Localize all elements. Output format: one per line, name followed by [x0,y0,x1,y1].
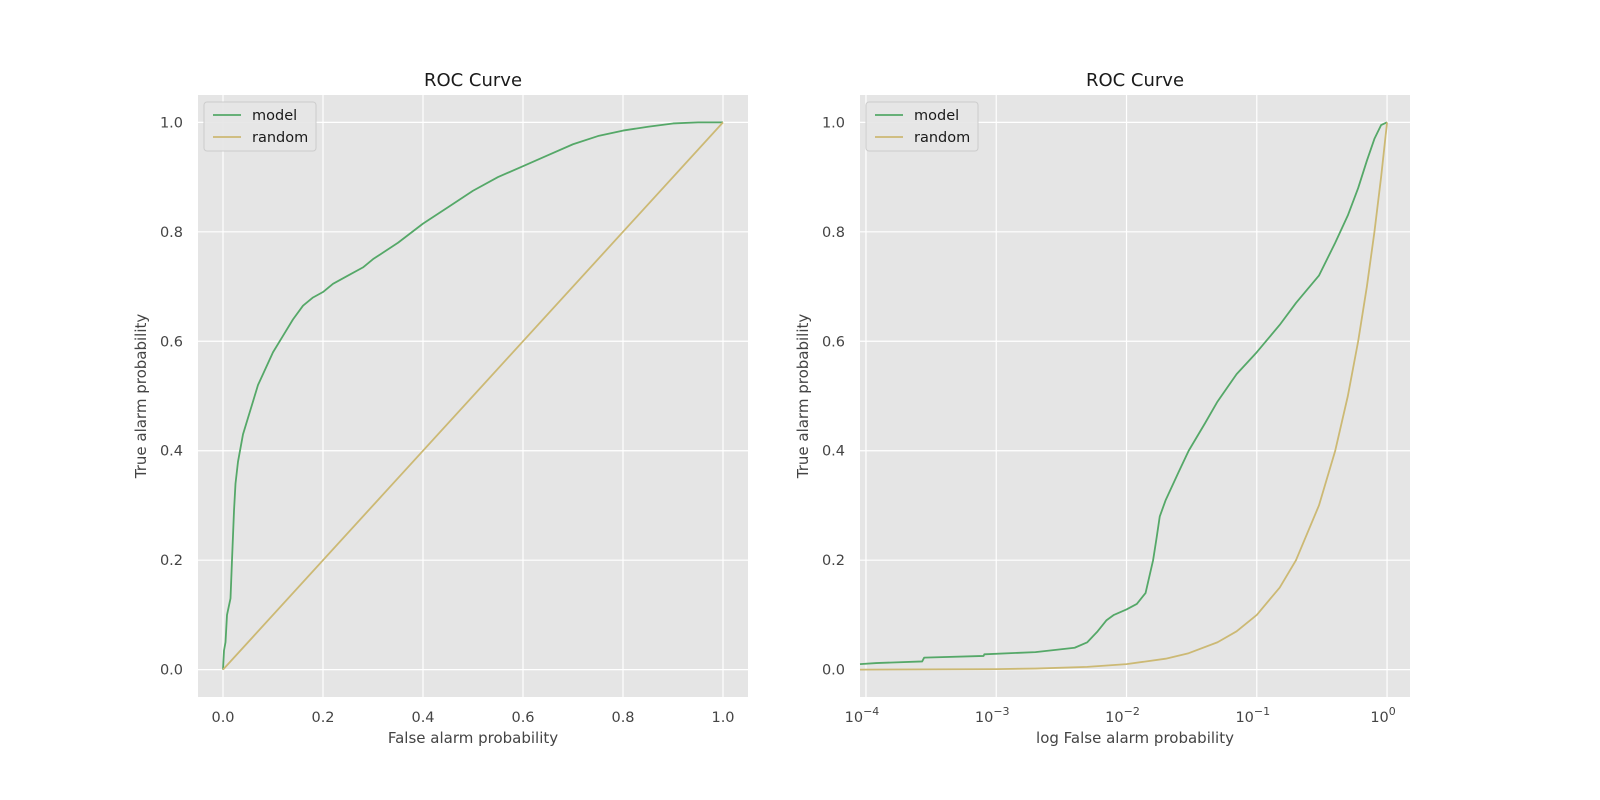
legend-label-random: random [252,130,308,146]
y-tick-label: 0.8 [822,225,845,241]
x-tick-label: 10−1 [1235,705,1270,726]
x-tick-label: 10−2 [1105,705,1140,726]
chart-title: ROC Curve [1086,70,1184,91]
legend-label-model: model [914,108,959,124]
y-tick-label: 0.6 [160,334,183,350]
legend: model random [865,101,979,152]
roc-panel-log: 10−4 10−3 10−2 10−1 100 0.0 0.2 0.4 0.6 0.8 1.0 ROC… [794,70,1410,747]
y-tick-label: 0.0 [822,663,845,679]
x-tick-label: 0.0 [211,710,234,726]
roc-panel-linear: 0.0 0.2 0.4 0.6 0.8 1.0 0.0 0.2 0.4 0.6 0.8 1.0 ROC … [132,70,748,747]
series-line-random [859,122,1388,671]
series-line-model [859,121,1388,666]
y-tick-label: 1.0 [822,115,845,131]
x-tick-label: 0.2 [311,710,334,726]
y-axis-label: True alarm probability [132,314,150,480]
y-tick-label: 0.4 [160,444,183,460]
y-tick-label: 0.6 [822,334,845,350]
y-axis-label: True alarm probability [794,314,812,480]
series-line-model [222,121,723,670]
x-tick-label: 0.8 [611,710,634,726]
x-tick-label: 10−4 [845,705,880,726]
y-tick-label: 1.0 [160,115,183,131]
legend-label-random: random [914,130,970,146]
chart-title: ROC Curve [424,70,522,91]
x-tick-label: 1.0 [711,710,734,726]
x-tick-label: 100 [1370,705,1395,726]
x-tick-label: 0.6 [511,710,534,726]
x-axis-label: False alarm probability [388,729,558,747]
x-tick-label: 10−3 [975,705,1010,726]
x-axis-label: log False alarm probability [1036,729,1234,747]
y-tick-label: 0.0 [160,663,183,679]
plot-area [860,95,1410,697]
y-tick-label: 0.8 [160,225,183,241]
y-tick-label: 0.2 [822,553,845,569]
legend: model random [203,101,317,152]
x-tick-label: 0.4 [411,710,434,726]
series-line-random [222,121,724,671]
y-tick-label: 0.4 [822,444,845,460]
y-tick-label: 0.2 [160,553,183,569]
legend-label-model: model [252,108,297,124]
